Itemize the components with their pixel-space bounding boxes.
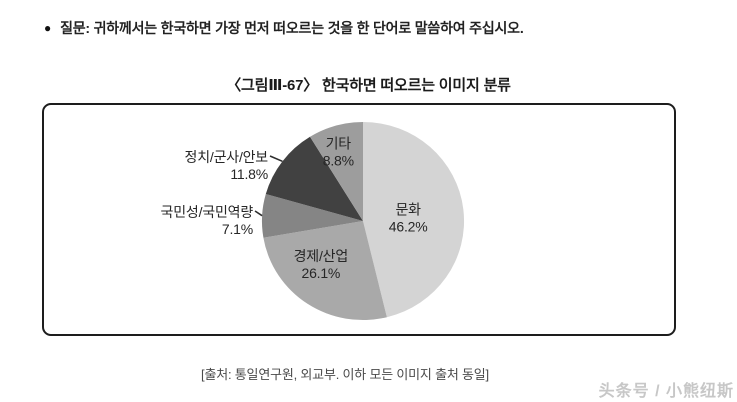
- leader-line-2: [254, 210, 263, 217]
- slice-value-3: 11.8%: [230, 166, 268, 182]
- leader-line-3: [269, 155, 283, 163]
- pie-slice-1: [263, 221, 387, 321]
- slice-label-3: 정치/군사/안보: [185, 149, 269, 165]
- chart-box: 문화 46.2% 경제/산업 26.1% 국민성/국민역량 7.1% 정치/군사/안보 11.…: [42, 103, 676, 336]
- question-text: 질문: 귀하께서는 한국하면 가장 먼저 떠오르는 것을 한 단어로 말씀하여 …: [60, 20, 524, 36]
- question-line: ● 질문: 귀하께서는 한국하면 가장 먼저 떠오르는 것을 한 단어로 말씀하…: [44, 18, 524, 38]
- pie-slice-3: [265, 136, 363, 221]
- slice-label-2: 국민성/국민역량: [161, 204, 254, 220]
- pie-slice-0: [363, 121, 465, 318]
- slice-value-1: 26.1%: [301, 265, 340, 281]
- source-note: [출처: 통일연구원, 외교부. 이하 모든 이미지 출처 동일]: [201, 367, 489, 382]
- watermark: 头条号 / 小熊纽斯: [598, 383, 734, 400]
- figure-title: 〈그림Ⅲ-67〉 한국하면 떠오르는 이미지 분류: [226, 77, 511, 94]
- pie-slice-4: [310, 122, 363, 221]
- bullet-icon: ●: [44, 21, 52, 35]
- slice-label-4: 기타: [326, 136, 352, 152]
- slice-value-4: 8.8%: [323, 153, 354, 169]
- pie-slice-2: [261, 194, 363, 238]
- slice-label-0: 문화: [395, 202, 421, 218]
- slice-value-2: 7.1%: [222, 221, 253, 237]
- slice-value-0: 46.2%: [389, 219, 428, 235]
- slice-label-1: 경제/산업: [294, 248, 348, 264]
